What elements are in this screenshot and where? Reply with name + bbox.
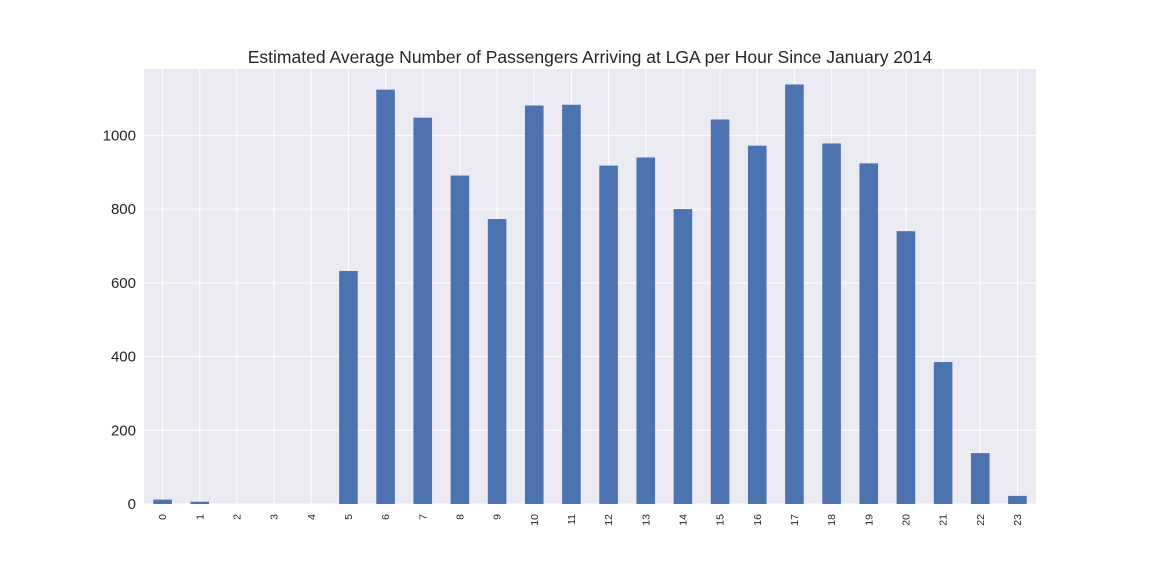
bar-hour-12 [599,165,618,504]
x-tick-label: 3 [269,514,281,520]
y-tick-label: 200 [111,422,136,439]
bar-hour-8 [450,175,470,504]
plot-area [144,69,1036,504]
x-tick-label: 16 [752,514,764,526]
x-axis-ticks: 0 1 2 3 4 5 6 7 8 9 10 11 12 13 14 15 16 17 18 19 20 21 22 23 [157,514,1024,526]
x-tick-label: 7 [417,514,429,520]
x-tick-label: 12 [603,514,615,526]
x-tick-label: 15 [715,514,727,526]
x-tick-label: 6 [380,514,392,520]
bar-hour-20 [896,231,916,505]
x-tick-label: 13 [640,514,652,526]
y-tick-label: 400 [111,349,136,366]
bar-hour-17 [785,84,804,505]
x-tick-label: 4 [306,514,318,520]
x-tick-label: 1 [194,514,206,520]
x-tick-label: 8 [454,514,466,520]
bar-hour-11 [562,104,581,504]
bar-hour-5 [339,271,358,504]
bar-hour-19 [859,163,879,505]
bar-hour-14 [673,209,693,504]
y-axis-ticks: 0 200 400 600 800 1000 [103,127,136,513]
bar-hour-1 [190,501,210,504]
x-tick-label: 9 [492,514,504,520]
x-tick-label: 18 [826,514,838,526]
bar-hour-18 [822,143,841,504]
x-tick-label: 17 [789,514,801,526]
bar-hour-21 [933,362,953,504]
y-tick-label: 1000 [103,127,136,144]
x-tick-label: 22 [975,514,987,526]
x-tick-label: 5 [343,514,355,520]
x-tick-label: 20 [900,514,912,526]
x-tick-label: 2 [231,514,243,520]
bar-series [153,84,1027,505]
bar-hour-13 [636,157,656,504]
x-tick-label: 23 [1012,514,1024,526]
bar-hour-9 [487,219,507,504]
x-tick-label: 11 [566,514,578,525]
y-tick-label: 0 [128,496,136,513]
bar-hour-10 [524,105,544,505]
x-tick-label: 19 [863,514,875,526]
x-tick-label: 10 [529,514,541,526]
bar-hour-0 [153,499,172,504]
y-tick-label: 800 [111,201,136,218]
chart-title: Estimated Average Number of Passengers A… [248,47,933,67]
bar-hour-23 [1008,495,1027,504]
x-tick-label: 21 [938,514,950,526]
x-tick-label: 0 [157,514,169,520]
x-tick-label: 14 [677,514,689,526]
bar-hour-6 [376,89,395,504]
bar-hour-16 [747,145,767,504]
bar-hour-7 [413,117,433,505]
bar-hour-15 [710,119,730,504]
bar-hour-22 [970,453,990,504]
y-tick-label: 600 [111,275,136,292]
